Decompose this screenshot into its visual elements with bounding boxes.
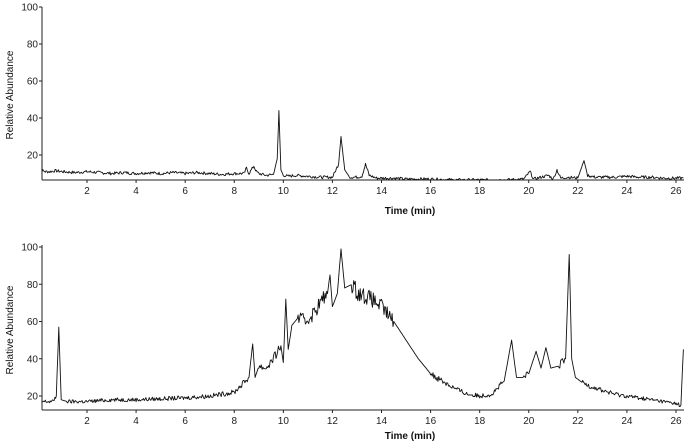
y-axis-title: Relative Abundance bbox=[5, 285, 16, 374]
x-tick-label: 8 bbox=[231, 186, 237, 197]
y-tick-label: 80 bbox=[27, 40, 39, 51]
x-tick-label: 22 bbox=[572, 416, 584, 427]
x-tick-label: 2 bbox=[84, 416, 90, 427]
x-tick-label: 10 bbox=[278, 416, 290, 427]
y-axis-title: Relative Abundance bbox=[5, 50, 16, 139]
chromatogram-trace bbox=[41, 248, 684, 407]
x-tick-label: 12 bbox=[327, 416, 339, 427]
x-tick-label: 18 bbox=[474, 416, 486, 427]
x-tick-label: 6 bbox=[182, 416, 188, 427]
x-tick-label: 4 bbox=[133, 416, 139, 427]
x-tick-label: 20 bbox=[523, 416, 535, 427]
x-tick-label: 12 bbox=[327, 186, 339, 197]
x-tick-label: 14 bbox=[376, 416, 388, 427]
x-tick-label: 22 bbox=[572, 186, 584, 197]
x-tick-label: 6 bbox=[182, 186, 188, 197]
x-tick-label: 20 bbox=[523, 186, 535, 197]
y-tick-label: 100 bbox=[21, 3, 38, 14]
y-tick-label: 60 bbox=[27, 77, 39, 88]
x-tick-label: 16 bbox=[425, 186, 437, 197]
x-tick-label: 24 bbox=[621, 416, 633, 427]
x-tick-label: 16 bbox=[425, 416, 437, 427]
x-tick-label: 10 bbox=[278, 186, 290, 197]
y-tick-label: 60 bbox=[27, 317, 39, 328]
x-tick-label: 24 bbox=[621, 186, 633, 197]
y-tick-label: 40 bbox=[27, 354, 39, 365]
x-tick-label: 18 bbox=[474, 186, 486, 197]
chromatogram-trace bbox=[41, 110, 684, 181]
x-tick-label: 2 bbox=[84, 186, 90, 197]
x-tick-label: 26 bbox=[670, 416, 682, 427]
x-tick-label: 4 bbox=[133, 186, 139, 197]
x-tick-label: 26 bbox=[670, 186, 682, 197]
y-tick-label: 40 bbox=[27, 114, 39, 125]
y-tick-label: 20 bbox=[27, 392, 39, 403]
y-tick-label: 100 bbox=[21, 243, 38, 254]
x-axis-title: Time (min) bbox=[385, 431, 435, 442]
x-axis-title: Time (min) bbox=[385, 206, 435, 217]
y-tick-label: 20 bbox=[27, 151, 39, 162]
x-tick-label: 14 bbox=[376, 186, 388, 197]
x-tick-label: 8 bbox=[231, 416, 237, 427]
y-tick-label: 80 bbox=[27, 280, 39, 291]
